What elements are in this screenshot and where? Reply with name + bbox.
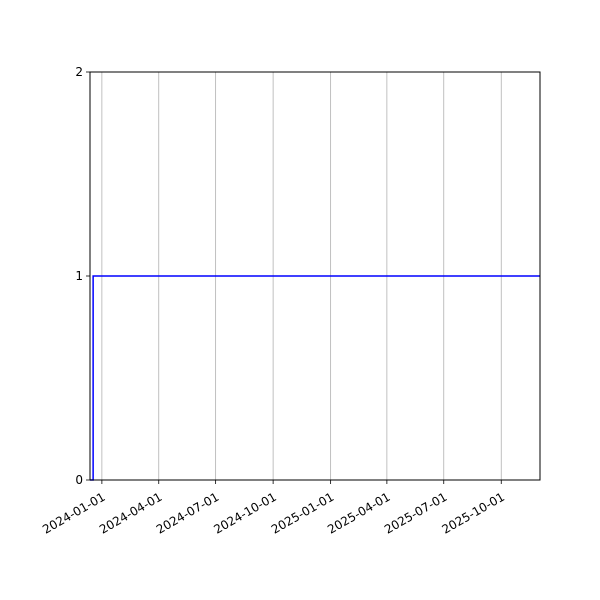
x-tick-label: 2024-04-01 xyxy=(97,490,164,537)
x-tick-label: 2024-07-01 xyxy=(154,490,221,537)
series xyxy=(90,275,540,481)
x-tick-label: 2024-01-01 xyxy=(40,490,107,537)
x-axis: 2024-01-012024-04-012024-07-012024-10-01… xyxy=(40,480,507,537)
y-tick-label: 2 xyxy=(75,65,83,79)
x-tick-label: 2024-10-01 xyxy=(211,490,278,537)
x-tick-label: 2025-07-01 xyxy=(382,490,449,537)
x-tick-label: 2025-01-01 xyxy=(269,490,336,537)
y-tick-label: 0 xyxy=(75,473,83,487)
x-tick-label: 2025-04-01 xyxy=(325,490,392,537)
y-axis: 0 1 2 xyxy=(75,65,90,487)
x-tick-label: 2025-10-01 xyxy=(440,490,507,537)
y-tick-label: 1 xyxy=(75,269,83,283)
series-line xyxy=(90,275,540,481)
